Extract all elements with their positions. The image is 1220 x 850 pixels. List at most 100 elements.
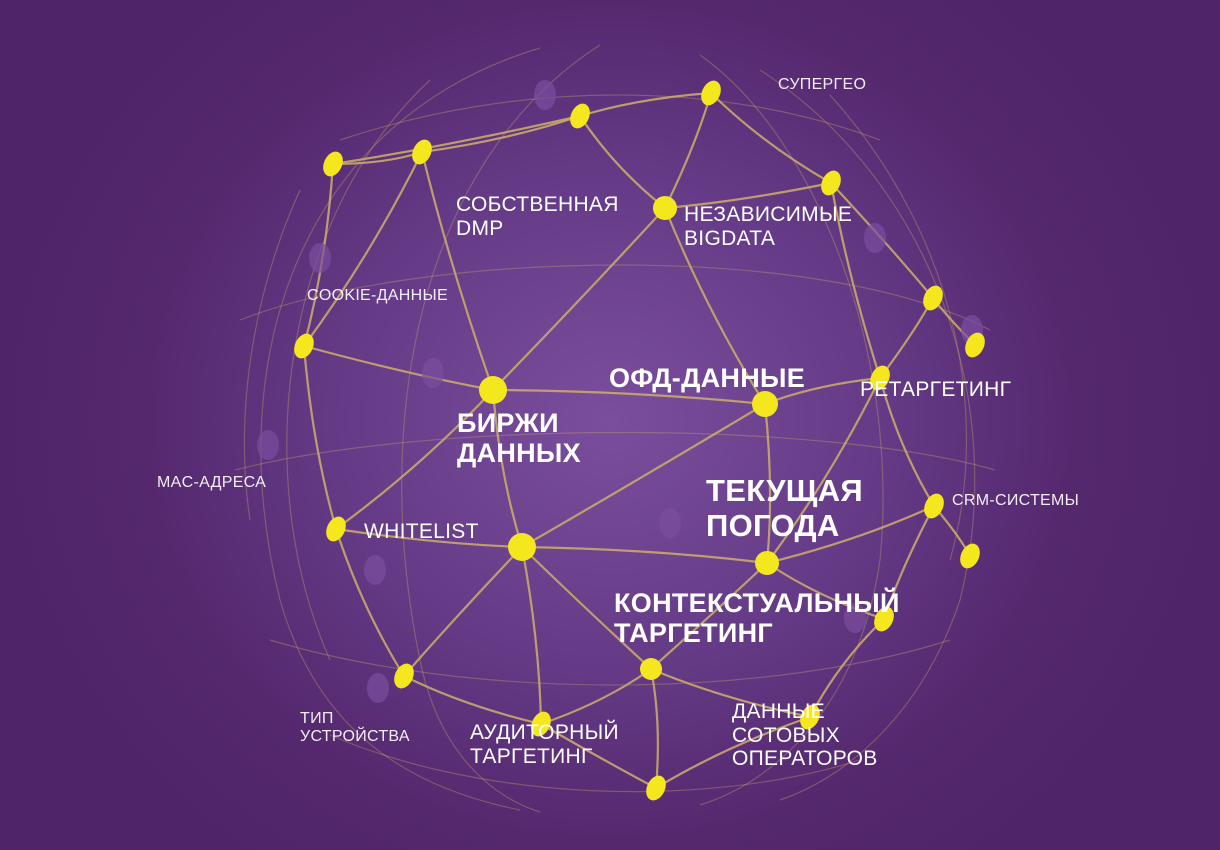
edge-h-n — [491, 389, 524, 548]
edge-c-g — [303, 151, 423, 347]
label-mobile-operator-data: ДАННЫЕ СОТОВЫХ ОПЕРАТОРОВ — [732, 700, 878, 771]
edge-t-s — [540, 668, 652, 726]
edge-u-v — [655, 715, 811, 789]
label-cookie-data: COOKIE-ДАННЫЕ — [307, 287, 448, 304]
ghost-node-9 — [844, 603, 866, 633]
globe-arc-0 — [260, 47, 541, 811]
label-independent-bigdata: НЕЗАВИСИМЫЕ BIGDATA — [684, 203, 853, 250]
edge-f-j — [829, 182, 882, 379]
label-ofd-data: ОФД-ДАННЫЕ — [609, 363, 806, 393]
node-s — [531, 711, 551, 737]
edge-n-t — [521, 546, 652, 670]
edge-o-p — [766, 504, 935, 565]
globe-arc-5 — [829, 94, 968, 561]
node-l — [965, 332, 985, 358]
node-c — [412, 139, 432, 165]
label-own-dmp: СОБСТВЕННАЯ DMP — [456, 193, 619, 240]
edge-e-h — [492, 207, 666, 391]
ghost-node-4 — [534, 80, 556, 110]
globe-arc-4 — [286, 79, 431, 661]
node-p — [924, 493, 944, 519]
ghost-node-3 — [364, 555, 386, 585]
network-nodes — [294, 80, 985, 801]
label-contextual-targeting: КОНТЕКСТУАЛЬНЫЙ ТАРГЕТИНГ — [614, 588, 900, 649]
edge-b-f — [710, 92, 832, 184]
node-h — [479, 376, 507, 404]
edge-r-s — [403, 675, 542, 726]
edge-g-h — [303, 344, 494, 392]
edge-s-v — [540, 723, 657, 789]
edge-o-q — [766, 562, 885, 621]
node-r — [394, 663, 414, 689]
globe-arc-1 — [401, 44, 601, 813]
edge-n-r — [403, 546, 523, 677]
label-whitelist: WHITELIST — [364, 520, 479, 543]
edge-o-t — [650, 562, 768, 670]
node-a — [570, 103, 590, 129]
label-mac-addresses: MAC-АДРЕСА — [157, 474, 267, 491]
globe-arc-11 — [243, 189, 301, 521]
edge-f-k — [830, 182, 934, 299]
label-data-exchanges: БИРЖИ ДАННЫХ — [457, 408, 581, 469]
edge-e-f — [664, 181, 832, 210]
edge-i-n — [521, 403, 766, 548]
node-w — [960, 543, 980, 569]
ghost-node-6 — [864, 223, 886, 253]
node-f — [821, 170, 841, 196]
node-v — [646, 775, 666, 801]
globe-arc-6 — [239, 264, 991, 331]
edge-c-h — [420, 151, 495, 391]
edge-j-o — [766, 377, 881, 564]
edge-a-b — [579, 91, 712, 118]
node-g — [294, 333, 314, 359]
node-n — [508, 533, 536, 561]
label-retargeting: РЕТАРГЕТИНГ — [860, 378, 1012, 401]
edge-h-m — [335, 389, 494, 530]
edge-i-o — [763, 403, 772, 564]
edge-n-s — [520, 546, 543, 725]
globe-arc-2 — [699, 54, 884, 806]
edge-n-o — [521, 545, 768, 565]
node-o — [755, 551, 779, 575]
node-t — [640, 658, 662, 680]
node-d — [323, 151, 343, 177]
node-e — [653, 196, 677, 220]
globe-arc-10 — [329, 734, 861, 793]
edge-h-i — [492, 388, 766, 406]
ghost-node-8 — [367, 673, 389, 703]
edge-t-v — [649, 668, 659, 789]
globe-arc-9 — [339, 94, 881, 141]
edge-a-c — [421, 114, 581, 154]
ghost-node-0 — [309, 243, 331, 273]
node-u — [800, 704, 820, 730]
label-audience-targeting: АУДИТОРНЫЙ ТАРГЕТИНГ — [470, 721, 619, 768]
node-k — [923, 285, 943, 311]
label-device-type: ТИП УСТРОЙСТВА — [300, 710, 410, 745]
edge-e-i — [663, 207, 766, 405]
globe-arc-3 — [759, 69, 976, 801]
edge-m-n — [335, 527, 523, 549]
label-current-weather: ТЕКУЩАЯ ПОГОДА — [706, 473, 863, 543]
ghost-node-2 — [257, 430, 279, 460]
edge-j-k — [879, 297, 934, 379]
node-j — [870, 365, 890, 391]
label-crm-systems: CRM-СИСТЕМЫ — [952, 492, 1080, 509]
node-q — [874, 606, 894, 632]
edge-q-u — [809, 618, 885, 718]
edge-t-u — [650, 667, 811, 719]
edge-j-p — [878, 377, 935, 507]
label-supergeo: СУПЕРГЕО — [778, 76, 867, 93]
edge-a-e — [579, 115, 666, 209]
ghost-node-1 — [422, 358, 444, 388]
globe-arc-7 — [234, 431, 996, 471]
globe-arc-8 — [269, 639, 951, 686]
edge-b-e — [664, 92, 713, 209]
node-i — [752, 391, 778, 417]
edge-a-d — [332, 114, 581, 166]
node-m — [326, 516, 346, 542]
edge-g-m — [302, 345, 338, 530]
globe-meridians — [234, 44, 996, 813]
node-b — [701, 80, 721, 106]
ghost-node-5 — [659, 508, 681, 538]
